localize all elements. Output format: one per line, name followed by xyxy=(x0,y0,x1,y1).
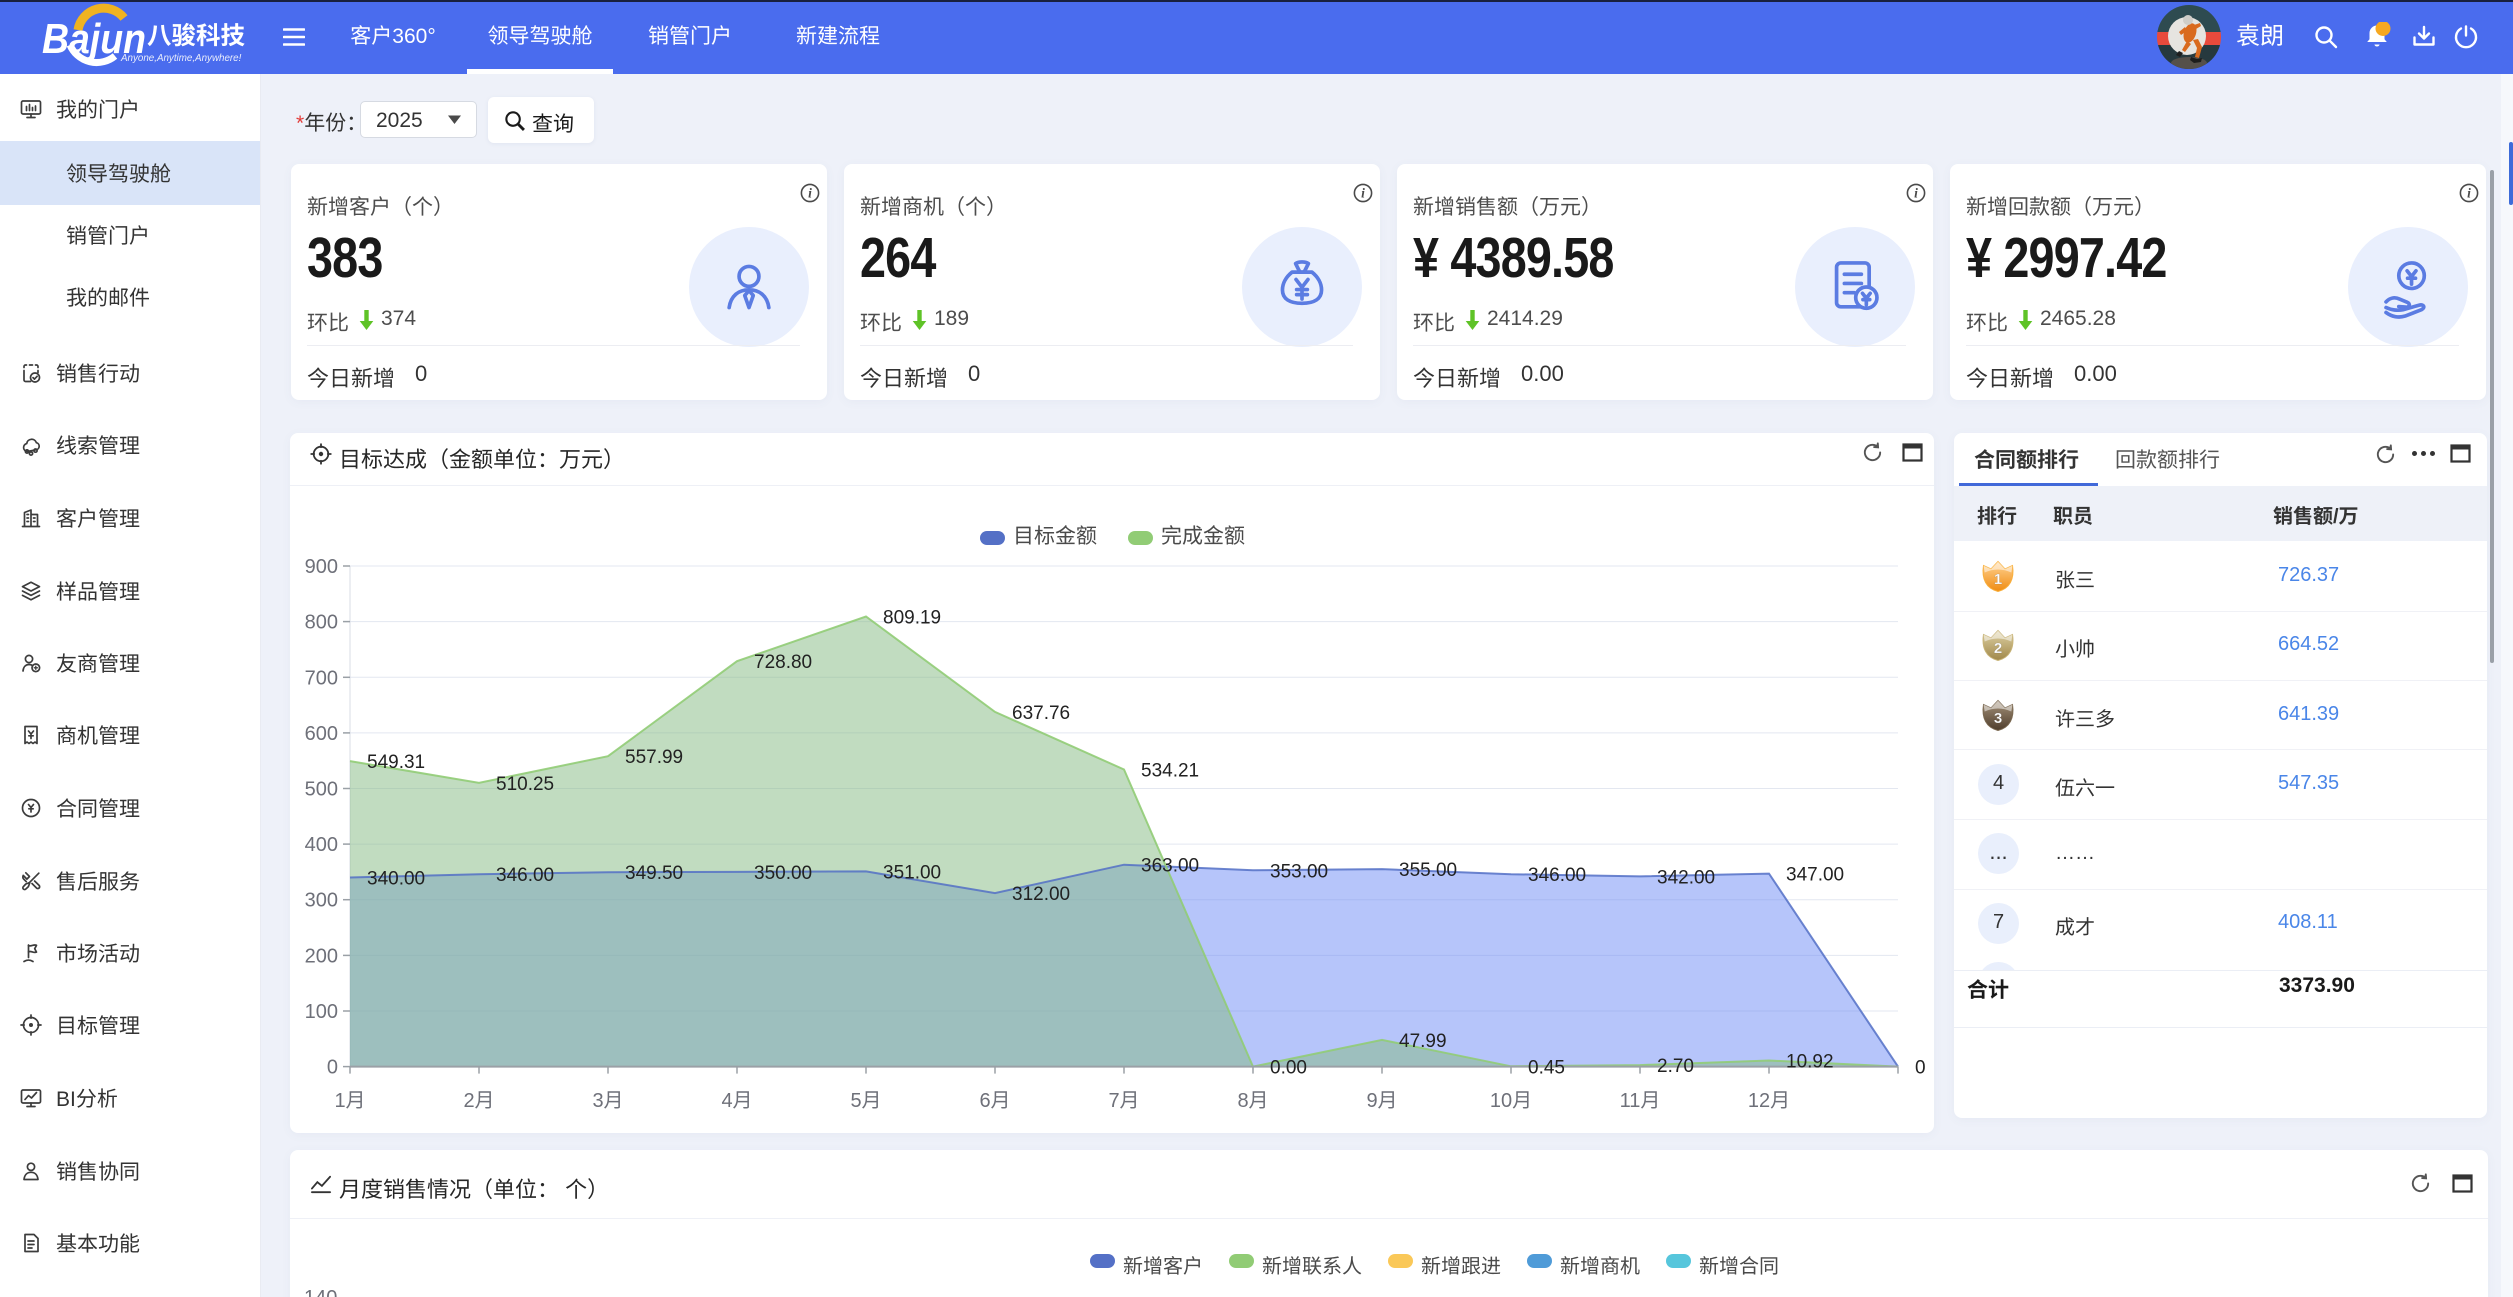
svg-text:353.00: 353.00 xyxy=(1270,861,1328,882)
svg-text:342.00: 342.00 xyxy=(1657,867,1715,888)
svg-text:355.00: 355.00 xyxy=(1399,860,1457,881)
svg-text:10月: 10月 xyxy=(1490,1090,1532,1112)
svg-text:2.70: 2.70 xyxy=(1657,1056,1694,1077)
svg-text:12月: 12月 xyxy=(1748,1090,1790,1112)
svg-text:Bajun: Bajun xyxy=(42,15,146,62)
svg-text:351.00: 351.00 xyxy=(883,862,941,883)
svg-text:47.99: 47.99 xyxy=(1399,1031,1447,1052)
svg-text:2: 2 xyxy=(1994,640,2002,657)
svg-text:1: 1 xyxy=(1994,571,2002,588)
svg-text:4月: 4月 xyxy=(721,1090,752,1112)
svg-text:1月: 1月 xyxy=(334,1090,365,1112)
svg-text:200: 200 xyxy=(305,945,338,967)
svg-text:400: 400 xyxy=(305,834,338,856)
svg-text:350.00: 350.00 xyxy=(754,863,812,884)
svg-text:0: 0 xyxy=(1915,1058,1926,1079)
svg-text:100: 100 xyxy=(305,1001,338,1023)
svg-text:8月: 8月 xyxy=(1237,1090,1268,1112)
svg-text:340.00: 340.00 xyxy=(367,869,425,890)
svg-text:i: i xyxy=(2467,186,2471,201)
svg-text:312.00: 312.00 xyxy=(1012,884,1070,905)
svg-text:Anyone,Anytime,Anywhere!: Anyone,Anytime,Anywhere! xyxy=(120,53,242,64)
svg-text:809.19: 809.19 xyxy=(883,608,941,629)
svg-text:八骏科技: 八骏科技 xyxy=(147,22,245,50)
svg-text:9月: 9月 xyxy=(1366,1090,1397,1112)
svg-text:700: 700 xyxy=(305,667,338,689)
svg-text:7月: 7月 xyxy=(1108,1090,1139,1112)
svg-text:900: 900 xyxy=(305,556,338,578)
svg-text:11月: 11月 xyxy=(1620,1090,1661,1112)
svg-text:363.00: 363.00 xyxy=(1141,856,1199,877)
svg-text:0: 0 xyxy=(327,1057,338,1079)
svg-text:300: 300 xyxy=(305,890,338,912)
svg-text:557.99: 557.99 xyxy=(625,747,683,768)
svg-text:500: 500 xyxy=(305,779,338,801)
svg-text:346.00: 346.00 xyxy=(1528,865,1586,886)
svg-text:3月: 3月 xyxy=(592,1090,623,1112)
svg-text:0.00: 0.00 xyxy=(1270,1058,1307,1079)
svg-text:346.00: 346.00 xyxy=(496,865,554,886)
svg-text:510.25: 510.25 xyxy=(496,774,554,795)
svg-text:0.45: 0.45 xyxy=(1528,1057,1565,1078)
svg-text:637.76: 637.76 xyxy=(1012,703,1070,724)
svg-text:10.92: 10.92 xyxy=(1786,1052,1834,1073)
svg-text:3: 3 xyxy=(1994,710,2002,727)
svg-text:2月: 2月 xyxy=(463,1090,494,1112)
svg-text:5月: 5月 xyxy=(850,1090,881,1112)
svg-text:349.50: 349.50 xyxy=(625,863,683,884)
svg-text:347.00: 347.00 xyxy=(1786,865,1844,886)
svg-text:i: i xyxy=(808,186,812,201)
svg-text:800: 800 xyxy=(305,612,338,634)
svg-text:549.31: 549.31 xyxy=(367,752,425,773)
svg-text:6月: 6月 xyxy=(979,1090,1010,1112)
svg-text:i: i xyxy=(1914,186,1918,201)
svg-text:600: 600 xyxy=(305,723,338,745)
svg-text:534.21: 534.21 xyxy=(1141,761,1199,782)
svg-text:i: i xyxy=(1361,186,1365,201)
svg-text:728.80: 728.80 xyxy=(754,652,812,673)
